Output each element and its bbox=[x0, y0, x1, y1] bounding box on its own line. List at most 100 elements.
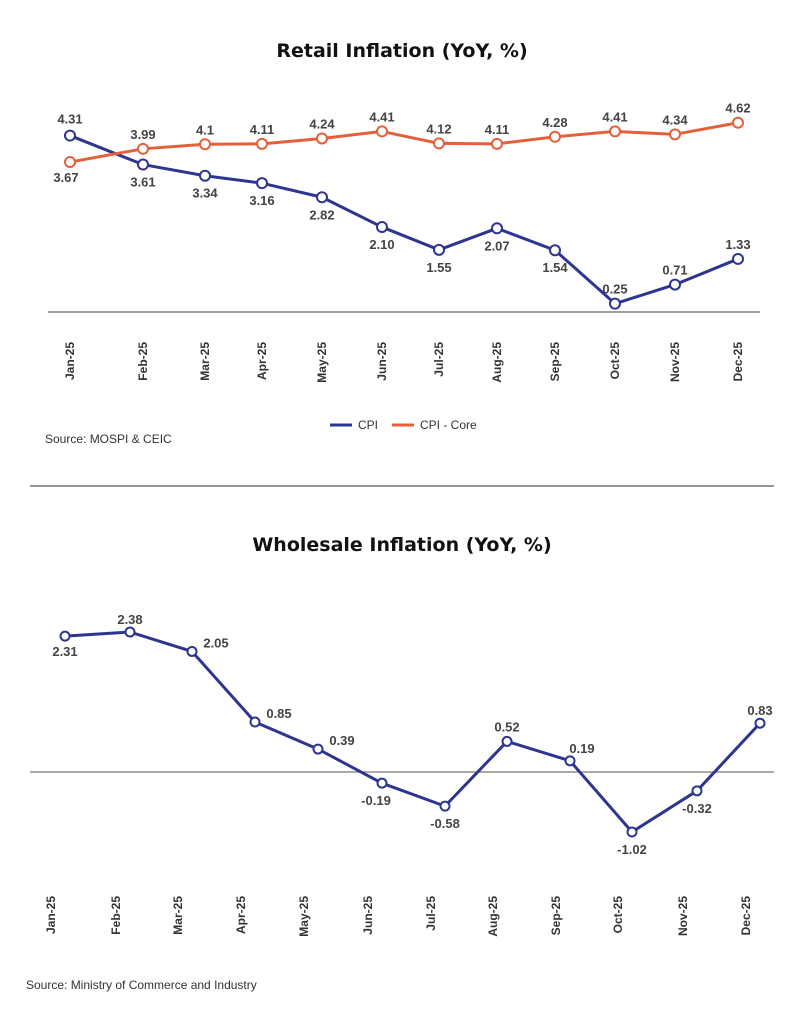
cpi-core-data-label: 4.62 bbox=[725, 101, 750, 116]
wholesale-x-tick-label: Jun-25 bbox=[361, 896, 375, 935]
cpi-core-data-label: 4.41 bbox=[602, 109, 627, 124]
cpi-core-point bbox=[256, 137, 268, 150]
cpi-core-data-label: 4.41 bbox=[369, 109, 394, 124]
retail-x-tick-label: Apr-25 bbox=[255, 342, 269, 380]
wpi-data-label: 2.31 bbox=[52, 644, 77, 659]
wholesale-x-tick-label: Mar-25 bbox=[171, 896, 185, 935]
cpi-line bbox=[69, 134, 739, 306]
retail-legend: CPI CPI - Core bbox=[330, 418, 477, 432]
wpi-data-label: -1.02 bbox=[617, 842, 647, 857]
retail-x-tick-label: Nov-25 bbox=[668, 342, 682, 382]
cpi-core-data-label: 4.11 bbox=[485, 122, 510, 137]
wpi-data-label: 0.83 bbox=[747, 703, 772, 718]
cpi-core-point bbox=[199, 138, 211, 151]
cpi-point bbox=[732, 252, 744, 265]
cpi-core-data-label: 4.24 bbox=[309, 116, 335, 131]
wholesale-x-tick-label: Apr-25 bbox=[234, 896, 248, 934]
wholesale-x-tick-label: Sep-25 bbox=[549, 896, 563, 936]
wpi-point bbox=[501, 735, 513, 747]
legend-label-cpi-core: CPI - Core bbox=[420, 418, 477, 432]
legend-label-cpi: CPI bbox=[358, 418, 378, 432]
retail-x-tick-label: Aug-25 bbox=[490, 342, 504, 383]
wholesale-source: Source: Ministry of Commerce and Industr… bbox=[26, 978, 257, 992]
retail-x-tick-label: Dec-25 bbox=[731, 342, 745, 382]
cpi-core-point bbox=[433, 137, 445, 150]
retail-x-tick-label: Jun-25 bbox=[375, 342, 389, 381]
cpi-core-point bbox=[137, 142, 149, 155]
wpi-data-label: -0.58 bbox=[430, 816, 460, 831]
cpi-point bbox=[433, 243, 445, 256]
wholesale-x-tick-label: Jan-25 bbox=[44, 896, 58, 934]
cpi-core-data-label: 4.12 bbox=[426, 121, 451, 136]
cpi-data-label: 3.34 bbox=[192, 186, 218, 201]
wpi-point bbox=[186, 645, 198, 657]
retail-chart-title: Retail Inflation (YoY, %) bbox=[276, 40, 527, 62]
cpi-core-point bbox=[376, 125, 388, 138]
retail-x-tick-label: Feb-25 bbox=[136, 342, 150, 381]
wholesale-x-tick-label: Dec-25 bbox=[739, 896, 753, 936]
cpi-point bbox=[256, 177, 268, 190]
retail-source: Source: MOSPI & CEIC bbox=[45, 432, 172, 446]
wholesale-x-tick-label: Aug-25 bbox=[486, 896, 500, 937]
cpi-data-label: 2.10 bbox=[369, 237, 394, 252]
retail-x-tick-label: Jan-25 bbox=[63, 342, 77, 380]
wpi-point bbox=[124, 626, 136, 638]
wpi-point bbox=[312, 743, 324, 755]
wpi-data-label: 0.85 bbox=[266, 706, 291, 721]
cpi-data-label: 1.55 bbox=[426, 260, 451, 275]
wpi-data-label: -0.19 bbox=[361, 793, 391, 808]
cpi-point bbox=[549, 244, 561, 257]
cpi-core-data-label: 4.34 bbox=[662, 112, 688, 127]
cpi-core-point bbox=[549, 130, 561, 143]
cpi-core-data-label: 3.99 bbox=[130, 127, 155, 142]
cpi-core-point bbox=[609, 125, 621, 138]
cpi-core-data-label: 3.67 bbox=[53, 170, 78, 185]
wpi-data-label: 0.39 bbox=[329, 733, 354, 748]
wpi-point bbox=[249, 716, 261, 728]
cpi-data-label: 2.07 bbox=[484, 238, 509, 253]
wpi-data-label: 2.38 bbox=[117, 612, 142, 627]
cpi-point bbox=[137, 158, 149, 171]
cpi-core-data-label: 4.11 bbox=[250, 122, 275, 137]
cpi-core-data-label: 4.28 bbox=[542, 115, 567, 130]
wpi-line bbox=[64, 630, 762, 834]
cpi-data-label: 1.33 bbox=[725, 237, 750, 252]
cpi-data-label: 3.61 bbox=[130, 175, 155, 190]
cpi-point bbox=[669, 278, 681, 291]
wpi-point bbox=[376, 777, 388, 789]
cpi-core-data-label: 4.1 bbox=[196, 122, 214, 137]
wpi-point bbox=[754, 717, 766, 729]
cpi-data-label: 0.25 bbox=[602, 282, 627, 297]
cpi-point bbox=[376, 221, 388, 234]
wpi-point bbox=[59, 630, 71, 642]
retail-x-tick-label: May-25 bbox=[315, 342, 329, 383]
cpi-data-label: 0.71 bbox=[662, 263, 687, 278]
cpi-data-label: 3.16 bbox=[249, 193, 274, 208]
cpi-point bbox=[316, 191, 328, 204]
retail-x-tick-label: Mar-25 bbox=[198, 342, 212, 381]
wholesale-x-tick-label: Nov-25 bbox=[676, 896, 690, 936]
cpi-core-line bbox=[69, 121, 739, 164]
cpi-core-point bbox=[669, 128, 681, 141]
cpi-core-point bbox=[64, 156, 76, 169]
wpi-point bbox=[691, 785, 703, 797]
cpi-point bbox=[491, 222, 503, 235]
wholesale-chart-title: Wholesale Inflation (YoY, %) bbox=[252, 534, 551, 556]
wpi-data-label: -0.32 bbox=[682, 801, 712, 816]
wholesale-x-tick-label: Jul-25 bbox=[424, 896, 438, 931]
cpi-data-label: 2.82 bbox=[309, 207, 334, 222]
cpi-point bbox=[64, 129, 76, 142]
wholesale-x-tick-label: May-25 bbox=[297, 896, 311, 937]
cpi-point bbox=[199, 169, 211, 182]
wpi-point bbox=[626, 826, 638, 838]
retail-x-tick-label: Jul-25 bbox=[432, 342, 446, 377]
wpi-data-label: 0.52 bbox=[494, 719, 519, 734]
cpi-data-label: 4.31 bbox=[57, 112, 82, 127]
cpi-core-point bbox=[316, 132, 328, 145]
wholesale-x-tick-label: Oct-25 bbox=[611, 896, 625, 934]
wpi-point bbox=[439, 800, 451, 812]
cpi-data-label: 1.54 bbox=[542, 260, 568, 275]
cpi-core-point bbox=[491, 137, 503, 150]
wholesale-x-tick-label: Feb-25 bbox=[109, 896, 123, 935]
